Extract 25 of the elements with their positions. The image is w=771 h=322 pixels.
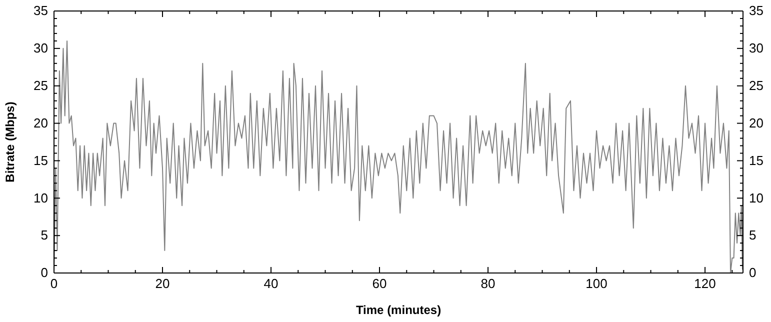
y-tick-label: 30 xyxy=(34,40,48,56)
x-tick-label: 100 xyxy=(586,276,608,292)
y-tick-label: 0 xyxy=(40,265,48,280)
y2-tick-label: 25 xyxy=(749,78,764,94)
y2-tick-label: 30 xyxy=(749,40,764,56)
y-axis-title: Bitrate (Mbps) xyxy=(3,102,17,182)
y2-tick-label: 35 xyxy=(749,3,764,18)
x-tick-label: 40 xyxy=(264,276,278,292)
x-tick-label: 20 xyxy=(155,276,170,292)
y2-tick-label: 10 xyxy=(749,190,764,206)
x-tick-label: 0 xyxy=(50,276,58,292)
y2-tick-label: 20 xyxy=(749,115,764,130)
y-tick-label: 5 xyxy=(40,228,48,243)
y2-tick-label: 0 xyxy=(749,265,756,280)
x-tick-label: 80 xyxy=(480,276,496,292)
y-tick-label: 25 xyxy=(34,78,48,94)
x-axis-title: Time (minutes) xyxy=(356,303,442,317)
y2-tick-label: 15 xyxy=(749,152,764,168)
y-tick-label: 10 xyxy=(34,190,48,206)
y-tick-label: 20 xyxy=(34,115,48,130)
y2-tick-label: 5 xyxy=(749,228,756,243)
x-tick-label: 60 xyxy=(372,276,387,292)
y-tick-label: 15 xyxy=(34,152,48,168)
x-tick-label: 120 xyxy=(694,276,716,292)
y-tick-label: 35 xyxy=(34,3,48,18)
